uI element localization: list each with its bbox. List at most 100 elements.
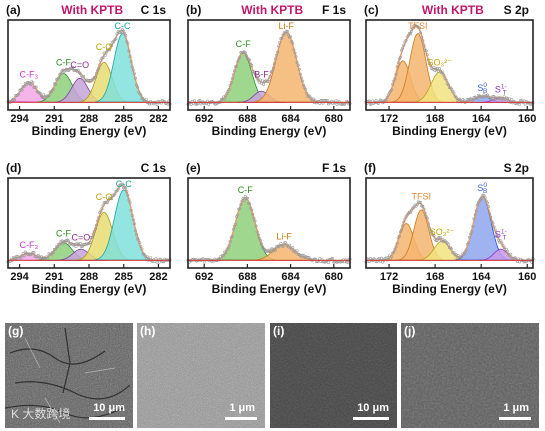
sem-image-i: (i) 10 μm [270,323,397,428]
data-point [279,241,283,245]
data-point [277,44,281,48]
data-point [71,66,75,70]
data-point [480,196,484,200]
data-point [471,98,475,102]
data-point [446,243,450,247]
data-point [128,200,132,204]
data-point [488,212,492,216]
data-point [131,68,135,72]
sem-scale-text-g: 10 μm [93,402,125,414]
data-point [236,60,240,64]
data-point [159,101,163,105]
x-tick-label: 680 [325,271,343,283]
data-point [232,69,236,73]
data-point [145,255,149,259]
data-point [231,227,235,231]
data-point [131,218,135,222]
data-point [133,229,137,233]
data-point [149,256,153,260]
data-point [192,99,196,103]
data-point [138,241,142,245]
data-point [417,26,421,30]
data-point [401,46,405,50]
data-point [304,87,308,91]
data-point [422,207,426,211]
data-point [268,75,272,79]
data-point [54,247,58,251]
data-point [61,242,65,246]
data-point [334,99,338,103]
data-point [144,98,148,102]
peak-label-4: C-C [116,179,132,189]
data-point [295,249,299,253]
sem-scale-text-h: 1 μm [229,402,255,414]
data-point [82,74,86,78]
data-point [65,68,69,72]
data-point [228,83,232,87]
sem-label-h: (h) [140,324,156,338]
panel-label: (b) [186,3,201,17]
data-point [390,255,394,259]
data-point [221,253,225,257]
data-point [132,72,136,76]
data-point [276,50,280,54]
x-tick-label: 168 [426,271,444,283]
data-point [440,71,444,75]
data-point [245,196,249,200]
data-point [289,35,293,39]
data-point [88,241,92,245]
x-axis-label: Binding Energy (eV) [212,124,327,138]
data-point [502,245,506,249]
sem-texture-h [137,323,265,428]
data-point [437,67,441,71]
peak-label-1: C-F [56,57,71,67]
data-point [474,209,478,213]
panel-label: (a) [6,3,21,17]
element-label: F 1s [322,161,346,175]
data-point [22,84,26,88]
peak-label-1: C-F [56,229,71,239]
data-point [251,212,255,216]
data-point [127,49,131,53]
data-point [311,97,315,101]
data-point [482,193,486,197]
data-point [417,200,421,204]
data-point [401,224,405,228]
x-tick-label: 684 [281,271,300,283]
data-point [269,247,273,251]
peak-label-1: TFSI [412,191,432,201]
data-point [56,245,60,249]
data-point [393,77,397,81]
x-tick-label: 285 [115,271,133,283]
data-point [189,102,193,106]
data-point [255,230,259,234]
data-point [136,85,140,89]
data-point [470,230,474,234]
x-tick-label: 172 [380,271,398,283]
data-point [452,91,456,95]
sem-scale-bar-g [89,417,125,420]
data-point [326,260,330,264]
data-point [456,254,460,258]
data-point [454,253,458,257]
data-point [52,247,56,251]
element-label: F 1s [322,3,346,17]
data-point [480,95,484,99]
data-point [130,214,134,218]
data-point [230,235,234,239]
data-point [48,252,52,256]
data-point [410,29,414,33]
data-point [139,245,143,249]
data-point [429,230,433,234]
data-point [270,70,274,74]
data-point [115,32,119,36]
data-point [396,61,400,65]
data-point [402,43,406,47]
peak-label-1: B-F [254,69,269,79]
x-tick-label: 160 [518,271,536,283]
data-point [273,248,277,252]
x-axis-label: Binding Energy (eV) [392,124,507,138]
data-point [250,64,254,68]
data-point [51,251,55,255]
